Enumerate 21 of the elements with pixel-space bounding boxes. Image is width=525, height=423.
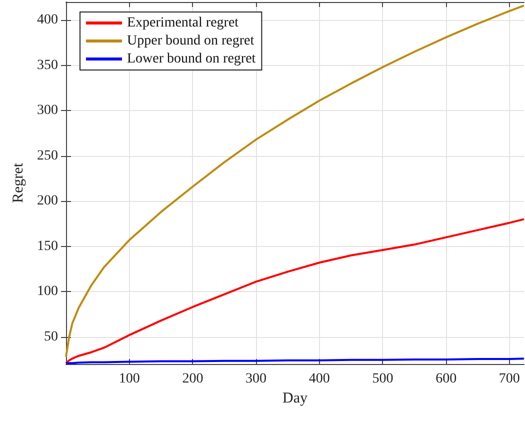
x-tick-label: 700 (498, 372, 520, 386)
y-tick-label: 300 (37, 103, 58, 118)
y-tick-label: 50 (44, 329, 58, 344)
x-tick-label: 300 (246, 372, 267, 386)
line-series (65, 4, 525, 358)
x-axis-title: Day (282, 390, 308, 406)
legend-label: Lower bound on regret (127, 52, 256, 66)
y-tick-label: 400 (37, 12, 58, 28)
y-tick-label: 350 (37, 58, 58, 73)
x-tick-label: 600 (436, 372, 457, 386)
legend-label: Upper bound on regret (127, 34, 254, 48)
y-tick-label: 250 (37, 148, 58, 164)
x-tick-label: 200 (182, 372, 204, 386)
y-tick-label: 100 (37, 284, 58, 300)
legend-label: Experimental regret (127, 16, 239, 30)
y-axis-title: Regret (10, 162, 26, 203)
y-tick-label: 150 (37, 238, 58, 254)
y-tick-label: 200 (37, 194, 58, 209)
x-tick-label: 100 (118, 372, 140, 386)
x-tick-label: 500 (372, 372, 394, 386)
x-tick-label: 400 (308, 372, 330, 386)
